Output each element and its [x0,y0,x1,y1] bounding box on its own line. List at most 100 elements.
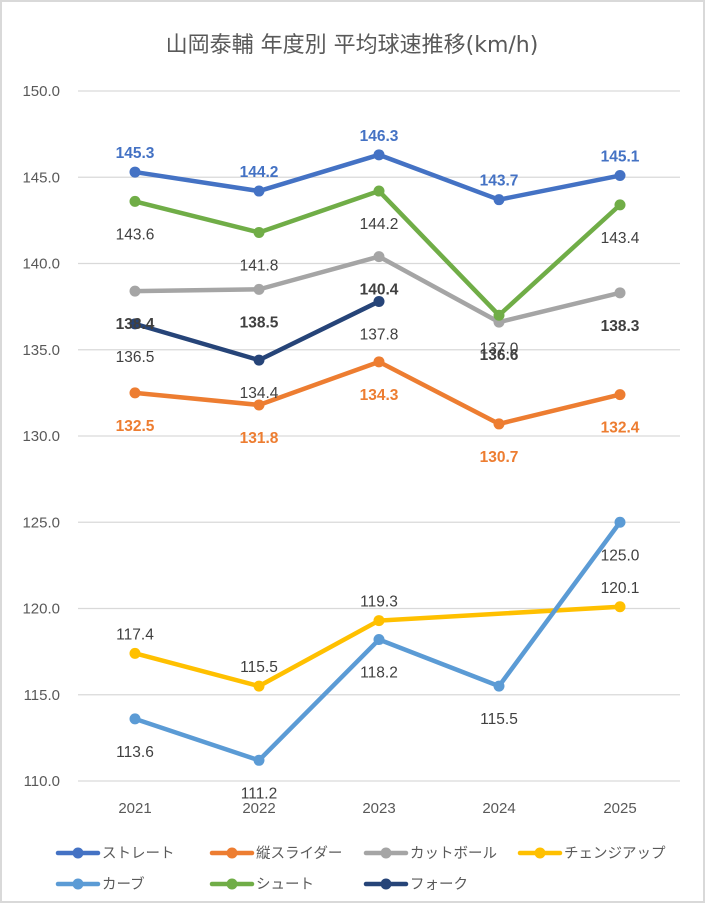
data-point [614,516,626,528]
legend-item[interactable]: チェンジアップ [517,845,666,862]
y-tick-label: 125.0 [22,514,60,531]
data-point [373,149,385,161]
data-label: 119.3 [360,594,398,611]
data-point [253,354,265,366]
legend-marker-icon [72,847,84,859]
data-point [129,647,141,659]
data-label: 117.4 [116,626,154,643]
legend-marker-icon [380,847,392,859]
data-label: 144.2 [240,164,279,181]
data-point [373,185,385,197]
legend-item[interactable]: 縦スライダー [209,845,342,862]
data-point [373,634,385,646]
x-axis-ticks: 2021 2022 2023 2024 2025 [118,800,636,817]
legend-item[interactable]: シュート [209,877,314,893]
data-point [614,389,626,401]
series-lines [129,149,626,766]
data-label: 134.4 [240,385,279,402]
series-2 [129,356,626,430]
data-label: 120.1 [601,580,640,597]
data-label: 138.5 [240,314,279,331]
data-point [493,309,505,321]
y-tick-label: 135.0 [22,342,60,359]
y-tick-label: 145.0 [22,169,60,186]
chart-title: 山岡泰輔 年度別 平均球速推移(km/h) [166,33,539,58]
data-label: 115.5 [240,659,278,676]
data-point [129,166,141,178]
data-point [373,251,385,263]
legend-marker-icon [534,847,546,859]
y-axis-ticks: 150.0 145.0 140.0 135.0 130.0 125.0 120.0 115.0… [22,83,60,790]
y-tick-label: 115.0 [24,687,60,704]
data-label: 125.0 [601,547,640,564]
legend-marker-icon [72,878,84,890]
data-label: 145.1 [601,149,640,166]
data-label: 143.6 [116,226,155,243]
data-label: 132.4 [601,420,640,437]
x-tick-label: 2024 [482,800,515,817]
data-point [373,615,385,627]
data-label: 141.8 [240,257,279,274]
data-label: 132.5 [116,418,155,435]
data-label: 138.3 [601,318,640,335]
data-label: 143.7 [480,173,519,190]
legend-item[interactable]: フォーク [363,876,468,893]
data-label: 144.2 [360,216,399,233]
data-point [493,680,505,692]
legend-item[interactable]: カーブ [55,875,145,893]
data-point [253,283,265,295]
y-tick-label: 120.0 [22,601,60,618]
data-point [373,356,385,368]
data-point [129,195,141,207]
x-tick-label: 2021 [118,800,151,817]
data-label: 136.5 [116,349,155,366]
series-line [132,604,623,689]
series-5 [129,516,626,766]
y-tick-label: 140.0 [22,256,60,273]
data-point [614,199,626,211]
data-point [373,295,385,307]
legend-marker-icon [226,878,238,890]
data-label: 130.7 [480,449,519,466]
y-tick-label: 110.0 [24,773,60,790]
legend-marker-icon [226,847,238,859]
legend-item[interactable]: カットボール [363,845,497,862]
legend-label: カットボール [410,845,497,862]
data-point [129,387,141,399]
data-point [493,418,505,430]
data-point [129,713,141,725]
data-point [614,170,626,182]
data-point [129,318,141,330]
data-point [614,601,626,613]
data-label: 138.4 [116,316,155,333]
legend-label: 縦スライダー [256,845,342,862]
data-point [253,226,265,238]
data-point [493,194,505,206]
data-label: 137.0 [480,340,519,357]
data-label: 145.3 [116,145,155,162]
data-label: 131.8 [240,430,279,447]
legend-label: チェンジアップ [564,845,666,862]
data-label: 137.8 [360,326,399,343]
data-label: 111.2 [241,785,278,802]
series-6 [129,185,626,321]
series-4 [129,601,626,692]
data-label: 134.3 [360,387,399,404]
series-7 [129,295,385,366]
x-tick-label: 2022 [242,800,275,817]
data-point [614,287,626,299]
data-labels: 145.3 144.2 146.3 143.7 145.1 132.5 131.8 134.3… [116,128,640,802]
data-point [253,680,265,692]
data-point [253,754,265,766]
legend-label: シュート [256,877,314,893]
data-label: 146.3 [360,128,399,145]
legend-item[interactable]: ストレート [55,846,175,862]
legend-label: フォーク [410,876,468,893]
y-tick-label: 150.0 [22,83,60,100]
x-tick-label: 2023 [362,800,395,817]
x-tick-label: 2025 [603,800,636,817]
legend-label: ストレート [102,846,175,862]
